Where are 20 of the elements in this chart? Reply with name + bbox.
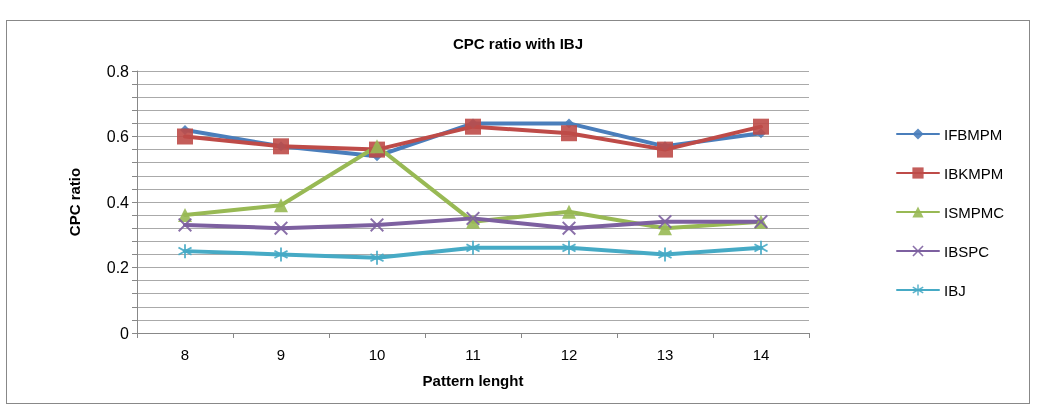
y-tick-label: 0	[120, 324, 130, 342]
x-tick-label: 9	[276, 346, 286, 363]
legend-label: IBSPC	[944, 242, 990, 260]
y-axis-title: CPC ratio	[66, 167, 83, 237]
y-tick-label: 0.4	[106, 193, 130, 211]
x-tick-label: 10	[368, 346, 386, 363]
x-axis-title: Pattern lenght	[422, 372, 524, 389]
legend-label: ISMPMC	[944, 203, 1005, 221]
y-tick-label: 0.8	[106, 62, 130, 80]
legend-label: IBKMPM	[944, 164, 1004, 182]
legend-label: IFBMPM	[944, 125, 1003, 143]
y-tick-label: 0.6	[106, 128, 130, 145]
chart-title: CPC ratio with IBJ	[452, 35, 584, 52]
x-tick-label: 8	[180, 346, 190, 363]
legend-label: IBJ	[944, 281, 966, 299]
x-tick-label: 12	[560, 346, 578, 363]
x-tick-label: 14	[752, 346, 770, 363]
y-tick-label: 0.2	[106, 259, 130, 276]
x-tick-label: 11	[465, 346, 481, 363]
x-tick-label: 13	[656, 346, 674, 363]
